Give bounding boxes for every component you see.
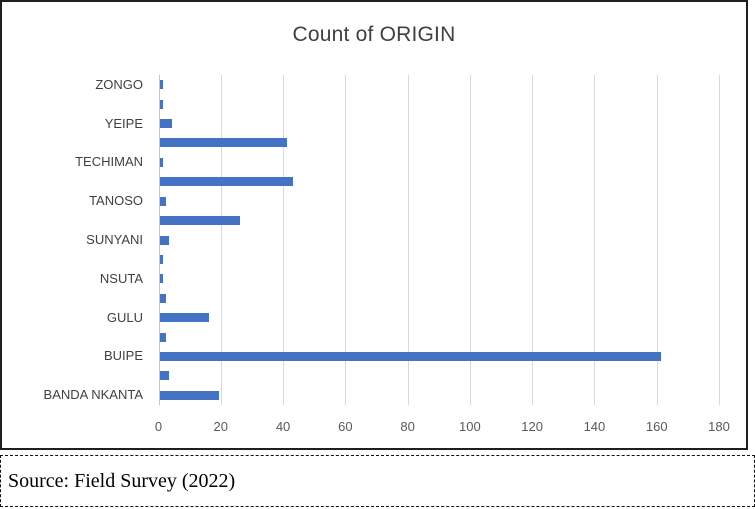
bar — [159, 390, 219, 400]
category-label: YEIPE — [104, 115, 143, 131]
gridline — [719, 75, 720, 405]
x-tick-label: 80 — [400, 419, 415, 434]
x-tick-label: 0 — [154, 419, 163, 434]
y-axis-line — [158, 75, 160, 405]
gridline — [345, 75, 347, 405]
bar — [159, 235, 169, 245]
category-label: BUIPE — [103, 348, 143, 364]
source-note: Source: Field Survey (2022) — [8, 469, 236, 492]
bar — [159, 80, 163, 90]
bar — [159, 293, 166, 303]
gridline — [532, 75, 534, 405]
bar — [159, 177, 294, 187]
bar — [159, 274, 163, 284]
gridline — [220, 75, 222, 405]
bar — [159, 138, 288, 148]
bar — [159, 371, 169, 381]
bar — [159, 254, 163, 264]
bar — [159, 99, 163, 109]
bar — [159, 351, 661, 361]
x-tick-label: 20 — [213, 419, 228, 434]
gridline — [407, 75, 409, 405]
gridline — [469, 75, 471, 405]
gridline — [594, 75, 596, 405]
chart-title: Count of ORIGIN — [292, 23, 456, 46]
bar — [159, 313, 210, 323]
x-tick-label: 160 — [645, 419, 668, 434]
x-tick-label: 140 — [583, 419, 606, 434]
category-label: TANOSO — [89, 193, 143, 209]
category-label: ZONGO — [95, 76, 143, 92]
x-tick-label: 180 — [708, 419, 730, 434]
category-label: SUNYANI — [86, 232, 143, 247]
chart: Count of ORIGIN 0 20 40 60 80 100 120 140 160 180… — [0, 0, 748, 450]
gridline — [283, 75, 285, 405]
category-label: BANDA NKANTA — [43, 387, 143, 403]
bar — [159, 196, 166, 206]
category-label: NSUTA — [99, 270, 143, 286]
category-label: TECHIMAN — [75, 154, 143, 170]
x-tick-label: 120 — [521, 419, 543, 434]
bar — [159, 119, 172, 129]
bar — [159, 157, 163, 167]
x-tick-label: 100 — [459, 419, 481, 434]
category-label: GULU — [106, 309, 143, 325]
x-tick-label: 40 — [275, 419, 291, 434]
bar — [159, 332, 166, 342]
source-note-box: Source: Field Survey (2022) — [0, 455, 755, 507]
gridline — [656, 75, 658, 405]
x-tick-label: 60 — [338, 419, 353, 434]
bar — [159, 216, 241, 226]
plot-area: 0 20 40 60 80 100 120 140 160 180 ZONGO YEIPE TECHIM… — [2, 2, 746, 448]
